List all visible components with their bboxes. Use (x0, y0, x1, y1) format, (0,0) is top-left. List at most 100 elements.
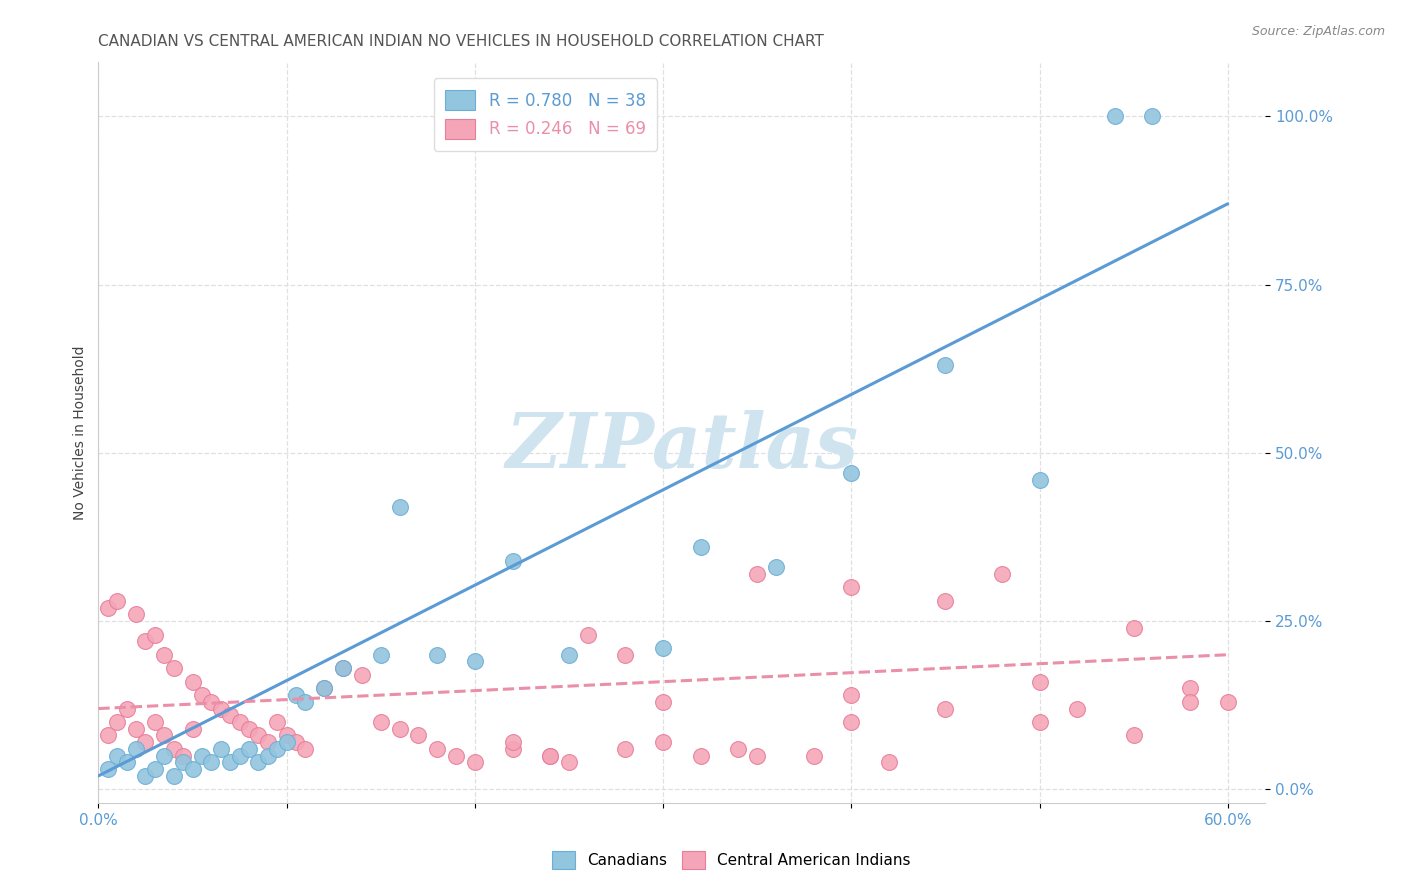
Point (502, 735, 524, 749)
Point (444, 748, 467, 763)
Point (153, 748, 176, 763)
Point (576, 627, 599, 641)
Point (125, 742, 148, 756)
Point (765, 560, 787, 574)
Point (332, 661, 354, 675)
Point (143, 714, 166, 729)
Legend: Canadians, Central American Indians: Canadians, Central American Indians (546, 845, 917, 875)
Point (228, 748, 250, 763)
Point (181, 762, 204, 776)
Point (219, 756, 242, 770)
Point (256, 748, 278, 763)
Point (1122, 729, 1144, 743)
Point (115, 756, 138, 770)
Point (652, 735, 675, 749)
Point (256, 735, 278, 749)
Point (1028, 473, 1050, 487)
Point (276, 729, 298, 743)
Point (877, 756, 900, 770)
Point (153, 729, 176, 743)
Point (200, 695, 222, 709)
Point (502, 742, 524, 756)
Point (163, 742, 186, 756)
Point (1142, 109, 1164, 123)
Point (747, 566, 769, 581)
Point (285, 735, 308, 749)
Point (294, 742, 316, 756)
Point (408, 729, 430, 743)
Point (934, 701, 956, 715)
Legend: R = 0.780   N = 38, R = 0.246   N = 69: R = 0.780 N = 38, R = 0.246 N = 69 (433, 78, 657, 151)
Point (247, 729, 270, 743)
Text: Source: ZipAtlas.com: Source: ZipAtlas.com (1251, 25, 1385, 38)
Point (991, 566, 1014, 581)
Point (285, 688, 308, 702)
Point (97, 600, 120, 615)
Point (1028, 714, 1050, 729)
Point (200, 756, 222, 770)
Point (172, 756, 194, 770)
Point (747, 748, 769, 763)
Point (191, 688, 214, 702)
Y-axis label: No Vehicles in Household: No Vehicles in Household (73, 345, 87, 520)
Point (652, 695, 675, 709)
Point (1216, 695, 1239, 709)
Point (97, 762, 120, 776)
Point (115, 701, 138, 715)
Point (1122, 621, 1144, 635)
Point (105, 748, 128, 763)
Point (388, 500, 411, 514)
Point (839, 714, 862, 729)
Point (97, 729, 120, 743)
Point (426, 648, 449, 662)
Point (558, 648, 581, 662)
Point (209, 742, 232, 756)
Point (238, 742, 260, 756)
Point (191, 748, 214, 763)
Point (105, 594, 128, 608)
Point (1178, 695, 1201, 709)
Point (934, 359, 956, 373)
Point (134, 735, 156, 749)
Point (219, 708, 242, 723)
Point (181, 722, 204, 736)
Point (464, 756, 486, 770)
Point (370, 714, 392, 729)
Point (332, 661, 354, 675)
Point (558, 756, 581, 770)
Point (502, 553, 524, 567)
Point (350, 668, 373, 682)
Point (163, 661, 186, 675)
Point (839, 688, 862, 702)
Point (839, 466, 862, 480)
Point (934, 594, 956, 608)
Point (1066, 701, 1088, 715)
Point (614, 742, 637, 756)
Point (464, 655, 486, 669)
Point (153, 648, 176, 662)
Point (209, 701, 232, 715)
Point (1104, 109, 1126, 123)
Point (689, 540, 711, 554)
Point (125, 607, 148, 622)
Point (538, 748, 561, 763)
Point (314, 681, 336, 696)
Point (247, 756, 270, 770)
Point (839, 581, 862, 595)
Point (388, 722, 411, 736)
Point (538, 748, 561, 763)
Point (181, 674, 204, 689)
Point (294, 695, 316, 709)
Point (614, 648, 637, 662)
Text: ZIPatlas: ZIPatlas (505, 410, 859, 484)
Point (143, 627, 166, 641)
Point (370, 648, 392, 662)
Point (276, 735, 298, 749)
Point (803, 748, 825, 763)
Point (314, 681, 336, 696)
Point (105, 714, 128, 729)
Text: CANADIAN VS CENTRAL AMERICAN INDIAN NO VEHICLES IN HOUSEHOLD CORRELATION CHART: CANADIAN VS CENTRAL AMERICAN INDIAN NO V… (98, 34, 824, 49)
Point (426, 742, 449, 756)
Point (134, 634, 156, 648)
Point (652, 640, 675, 655)
